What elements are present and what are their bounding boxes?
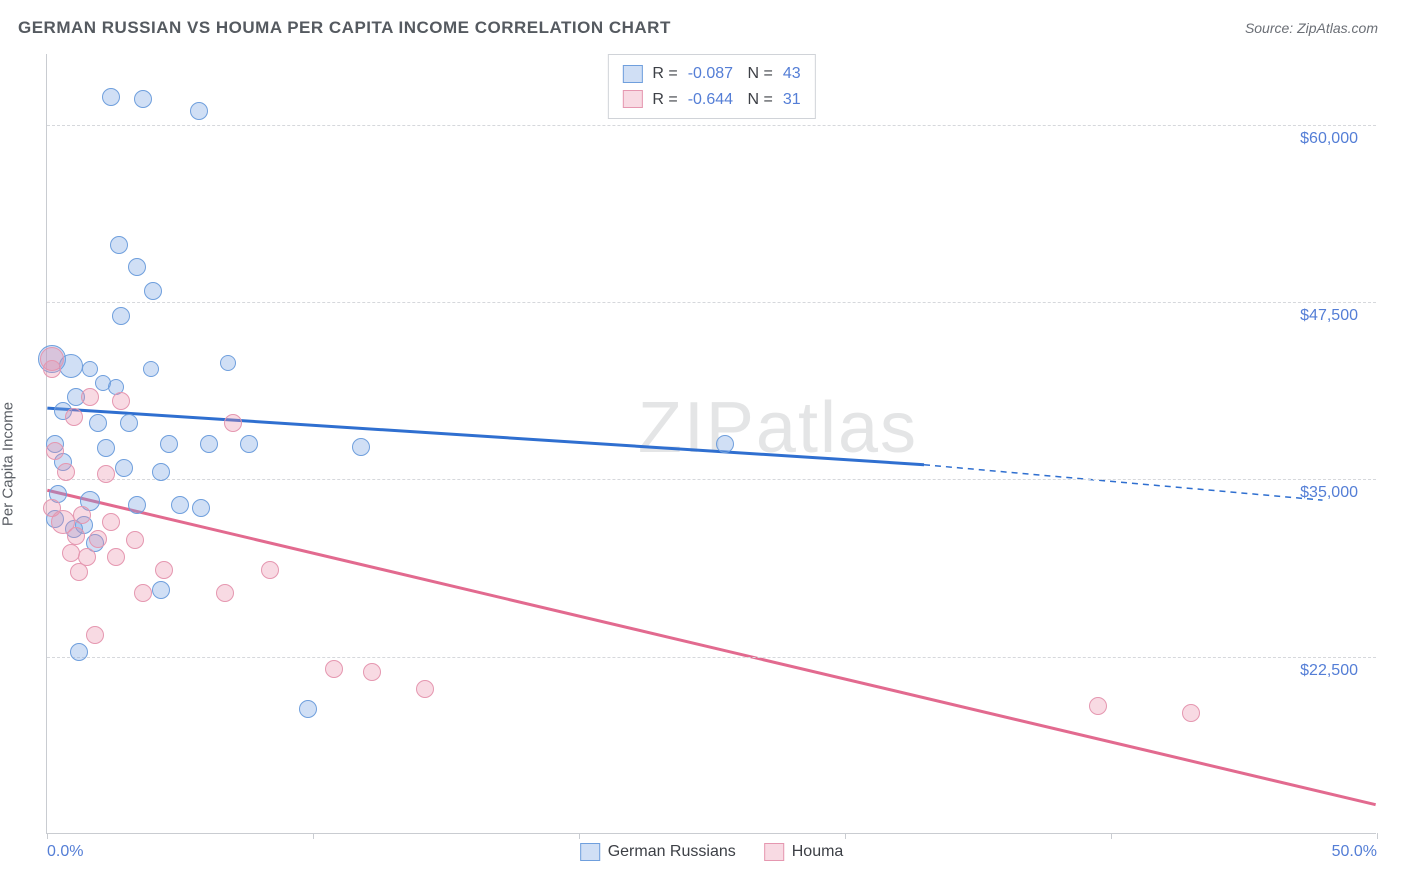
data-point xyxy=(200,435,218,453)
chart-title: GERMAN RUSSIAN VS HOUMA PER CAPITA INCOM… xyxy=(18,18,671,38)
data-point xyxy=(128,496,146,514)
legend-item-german: German Russians xyxy=(580,843,736,861)
data-point xyxy=(152,581,170,599)
data-point xyxy=(86,626,104,644)
data-point xyxy=(352,438,370,456)
data-point xyxy=(102,88,120,106)
data-point xyxy=(143,361,159,377)
stat-n-value-german: 43 xyxy=(783,61,801,87)
x-tick-label: 0.0% xyxy=(47,843,83,861)
stat-r-label: R = xyxy=(652,87,677,113)
swatch-houma-icon xyxy=(622,90,642,108)
x-tick xyxy=(47,833,48,839)
data-point xyxy=(261,561,279,579)
x-tick xyxy=(313,833,314,839)
data-point xyxy=(224,414,242,432)
data-point xyxy=(240,435,258,453)
data-point xyxy=(299,700,317,718)
data-point xyxy=(107,548,125,566)
data-point xyxy=(82,361,98,377)
stat-r-value-german: -0.087 xyxy=(688,61,733,87)
data-point xyxy=(115,459,133,477)
data-point xyxy=(57,463,75,481)
data-point xyxy=(220,355,236,371)
gridline xyxy=(47,657,1376,658)
data-point xyxy=(716,435,734,453)
data-point xyxy=(160,435,178,453)
data-point xyxy=(120,414,138,432)
gridline xyxy=(47,125,1376,126)
x-tick-label: 50.0% xyxy=(1332,843,1377,861)
data-point xyxy=(155,561,173,579)
data-point xyxy=(134,584,152,602)
data-point xyxy=(152,463,170,481)
data-point xyxy=(363,663,381,681)
data-point xyxy=(126,531,144,549)
data-point xyxy=(43,360,61,378)
data-point xyxy=(65,408,83,426)
data-point xyxy=(70,643,88,661)
x-tick xyxy=(845,833,846,839)
x-tick xyxy=(579,833,580,839)
stats-row-german: R = -0.087 N = 43 xyxy=(622,61,800,87)
y-tick-label: $22,500 xyxy=(1300,662,1358,680)
data-point xyxy=(89,414,107,432)
y-tick-label: $47,500 xyxy=(1300,307,1358,325)
data-point xyxy=(171,496,189,514)
data-point xyxy=(112,392,130,410)
data-point xyxy=(97,439,115,457)
plot-area: ZIPatlas R = -0.087 N = 43 R = -0.644 N … xyxy=(46,54,1376,834)
series-legend: German Russians Houma xyxy=(580,843,844,861)
swatch-german-icon xyxy=(622,65,642,83)
data-point xyxy=(81,388,99,406)
legend-label-houma: Houma xyxy=(792,843,844,861)
data-point xyxy=(128,258,146,276)
data-point xyxy=(134,90,152,108)
legend-item-houma: Houma xyxy=(764,843,844,861)
source-label: Source: ZipAtlas.com xyxy=(1245,20,1378,36)
stat-n-label: N = xyxy=(743,87,773,113)
stat-n-value-houma: 31 xyxy=(783,87,801,113)
data-point xyxy=(97,465,115,483)
data-point xyxy=(110,236,128,254)
x-tick xyxy=(1377,833,1378,839)
gridline xyxy=(47,479,1376,480)
watermark: ZIPatlas xyxy=(638,387,918,469)
swatch-houma-icon xyxy=(764,843,784,861)
chart-area: Per Capita Income ZIPatlas R = -0.087 N … xyxy=(0,44,1406,884)
data-point xyxy=(1182,704,1200,722)
stats-legend: R = -0.087 N = 43 R = -0.644 N = 31 xyxy=(607,54,815,119)
data-point xyxy=(102,513,120,531)
data-point xyxy=(67,527,85,545)
data-point xyxy=(216,584,234,602)
y-axis-label: Per Capita Income xyxy=(0,402,17,526)
stats-row-houma: R = -0.644 N = 31 xyxy=(622,87,800,113)
stat-n-label: N = xyxy=(743,61,773,87)
swatch-german-icon xyxy=(580,843,600,861)
data-point xyxy=(73,506,91,524)
data-point xyxy=(46,442,64,460)
stat-r-value-houma: -0.644 xyxy=(688,87,733,113)
data-point xyxy=(89,530,107,548)
data-point xyxy=(192,499,210,517)
y-tick-label: $35,000 xyxy=(1300,484,1358,502)
data-point xyxy=(190,102,208,120)
data-point xyxy=(144,282,162,300)
header: GERMAN RUSSIAN VS HOUMA PER CAPITA INCOM… xyxy=(0,0,1406,44)
data-point xyxy=(70,563,88,581)
legend-label-german: German Russians xyxy=(608,843,736,861)
x-tick xyxy=(1111,833,1112,839)
y-tick-label: $60,000 xyxy=(1300,130,1358,148)
data-point xyxy=(112,307,130,325)
stat-r-label: R = xyxy=(652,61,677,87)
data-point xyxy=(325,660,343,678)
gridline xyxy=(47,302,1376,303)
data-point xyxy=(1089,697,1107,715)
data-point xyxy=(416,680,434,698)
